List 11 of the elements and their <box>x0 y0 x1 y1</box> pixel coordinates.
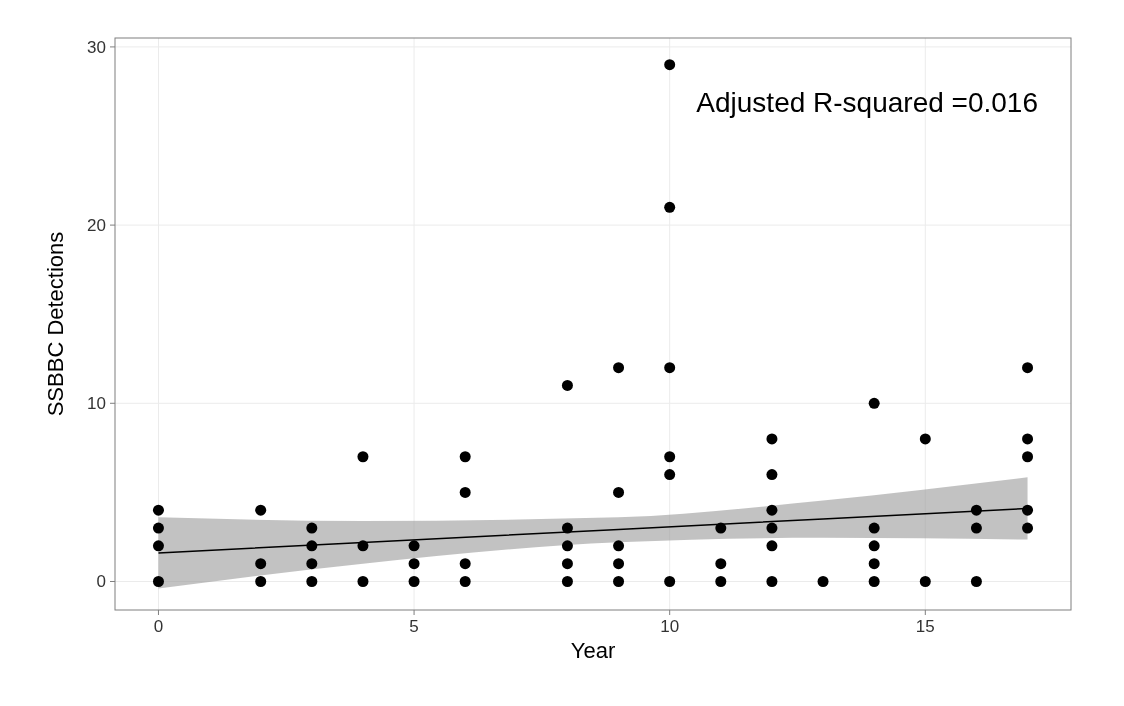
y-tick-label: 10 <box>87 394 106 414</box>
y-tick-label: 30 <box>87 37 106 57</box>
y-tick-label: 20 <box>87 216 106 236</box>
x-tick-label: 15 <box>915 617 935 636</box>
y-tick-label: 0 <box>96 572 106 592</box>
annotation: Adjusted R-squared =0.016 <box>696 87 1038 118</box>
y-axis-title: SSBBC Detections <box>43 231 68 417</box>
x-tick-label: 10 <box>660 617 680 636</box>
x-tick-label: 0 <box>153 617 164 636</box>
x-axis-title: Year <box>570 638 616 663</box>
x-tick-label: 5 <box>409 617 419 636</box>
